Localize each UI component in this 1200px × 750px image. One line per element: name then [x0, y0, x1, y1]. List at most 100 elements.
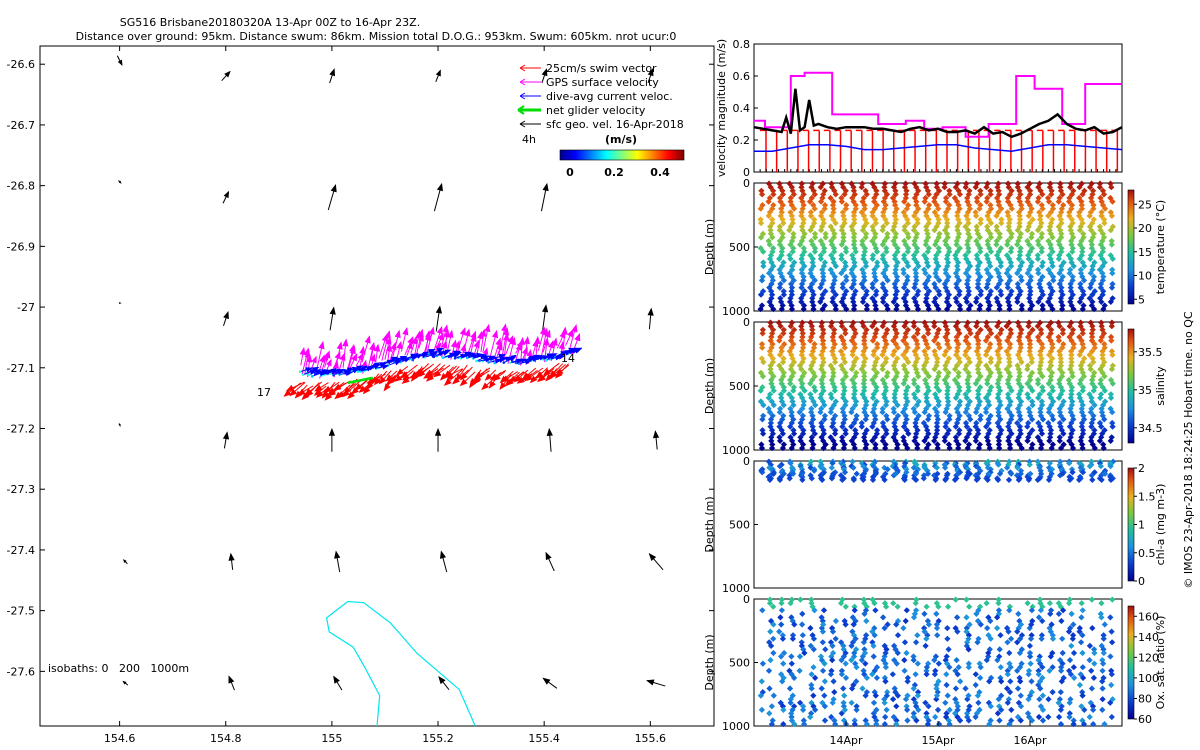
- dive-avg-current-head: [482, 355, 490, 361]
- track-label-17: 17: [257, 386, 271, 399]
- oxsat-ytick-label: 0: [743, 593, 750, 606]
- oxsat-profile-dots: [757, 596, 1116, 728]
- oxsat-dot: [903, 649, 910, 657]
- gps-surface-velocity-head: [492, 329, 499, 339]
- chla-colorbar-tick-label: 0: [1138, 575, 1145, 588]
- temperature-dot: [879, 295, 887, 302]
- oxsat-ytick-label: 1000: [722, 720, 750, 733]
- temperature-ytick-label: 500: [729, 241, 750, 254]
- legend-entry-sfc: sfc geo. vel. 16-Apr-2018: [519, 118, 684, 131]
- temperature-dot: [944, 219, 951, 227]
- track-dot: [514, 361, 518, 365]
- swim-series: [760, 129, 1119, 172]
- temperature-dot: [758, 277, 766, 284]
- gps-surface-velocity-head: [390, 341, 397, 351]
- temperature-dot: [831, 273, 838, 280]
- oxsat-dot: [1059, 635, 1066, 642]
- dive-avg-current-head: [343, 368, 352, 375]
- temperature-dot: [977, 291, 984, 298]
- sfc-vector-head: [435, 305, 443, 314]
- sfc-vector-head: [647, 307, 654, 316]
- oxsat-dot: [1089, 706, 1097, 714]
- speed-colorbar: [559, 149, 685, 161]
- temperature-dot: [1026, 284, 1034, 291]
- temperature-dot: [1050, 277, 1057, 284]
- salinity-dot: [759, 330, 766, 337]
- oxsat-dot: [767, 656, 774, 664]
- sfc-vector-head: [648, 553, 657, 562]
- velocity-series-dive_avg: [754, 144, 1123, 152]
- gps-surface-velocity-head: [326, 358, 332, 367]
- velocity-ytick-label: 0.8: [733, 38, 751, 51]
- oxsat-dot: [1014, 685, 1022, 692]
- temperature-dot: [1101, 219, 1108, 227]
- chla-dot: [849, 458, 856, 465]
- temperature-dot: [997, 277, 1004, 284]
- salinity-dot: [1108, 337, 1115, 344]
- oxsat-dot: [943, 681, 950, 689]
- dive-avg-current-head: [472, 354, 479, 359]
- gps-surface-velocity-head: [351, 353, 358, 362]
- oxsat-colorbar-tick-label: 80: [1138, 692, 1152, 705]
- temperature-dot: [1006, 273, 1013, 280]
- legend-entry-gps: GPS surface velocity: [519, 76, 659, 89]
- oxsat-dot: [962, 685, 969, 692]
- temperature-dot: [1026, 187, 1034, 194]
- salinity-dot: [759, 344, 766, 351]
- temperature-dot: [1035, 241, 1042, 248]
- gps-surface-velocity-head: [507, 335, 514, 344]
- oxsat-dot: [934, 706, 942, 714]
- oxsat-dot: [832, 635, 839, 642]
- gps-surface-velocity-head: [357, 352, 364, 361]
- oxsat-dot: [872, 607, 879, 614]
- oxsat-dot: [842, 660, 849, 667]
- map-ticks: 154.6 154.8 155 155.2 155.4 155.6 -26.6 -26.7 -2…: [7, 46, 714, 745]
- oxsat-dot: [796, 667, 803, 674]
- swim-vector-head: [499, 375, 508, 384]
- chla-dot: [853, 470, 860, 477]
- oxsat-dot: [942, 699, 949, 706]
- temperature-dot: [1108, 241, 1115, 248]
- chla-dot: [828, 464, 835, 471]
- sfc-vector-head: [224, 70, 231, 78]
- oxsat-dot: [952, 685, 960, 692]
- dive-avg-current-head: [528, 356, 536, 363]
- temperature-dot: [769, 277, 777, 284]
- temperature-dot: [941, 184, 948, 191]
- oxsat-dot: [966, 603, 973, 610]
- sfc-vector-head: [652, 430, 660, 439]
- swim-vector-head: [324, 392, 333, 401]
- legend-entry-dive-avg: dive-avg current veloc.: [519, 90, 673, 103]
- gps-surface-velocity-head: [441, 340, 448, 349]
- oxsat-dot: [995, 600, 1002, 607]
- gps-surface-velocity-head: [436, 325, 443, 335]
- swim-vector-head: [504, 378, 513, 387]
- dive-avg-current-head: [305, 367, 313, 373]
- temperature-dot: [924, 277, 931, 284]
- oxsat-dot: [841, 692, 848, 699]
- gps-surface-velocity-head: [470, 330, 477, 340]
- dive-avg-current-head: [379, 362, 387, 368]
- temperature-dot: [890, 298, 897, 306]
- temperature-dot: [811, 248, 819, 255]
- temperature-dot: [1006, 277, 1013, 284]
- temperature-dot: [850, 273, 858, 280]
- oxsat-dot: [944, 624, 951, 632]
- oxsat-dot: [997, 632, 1004, 639]
- oxsat-dot: [984, 624, 991, 632]
- gps-surface-velocity-head: [547, 340, 554, 349]
- oxsat-dot: [975, 699, 982, 706]
- oxsat-ylabel: Depth (m): [703, 634, 716, 690]
- oxsat-dot: [770, 649, 777, 657]
- sfc-vector-head: [435, 69, 441, 77]
- dive-avg-current-head: [508, 356, 517, 362]
- swim-vector-head: [513, 374, 522, 383]
- temperature-dot: [1027, 262, 1035, 270]
- gps-surface-velocity-head: [571, 324, 578, 333]
- gps-surface-velocity-head: [437, 332, 444, 341]
- temperature-dot: [1029, 216, 1036, 223]
- salinity-dot: [879, 366, 886, 373]
- oxsat-dot: [1090, 674, 1098, 682]
- map-ytick-label: -26.6: [7, 58, 35, 71]
- temperature-dot: [776, 255, 783, 263]
